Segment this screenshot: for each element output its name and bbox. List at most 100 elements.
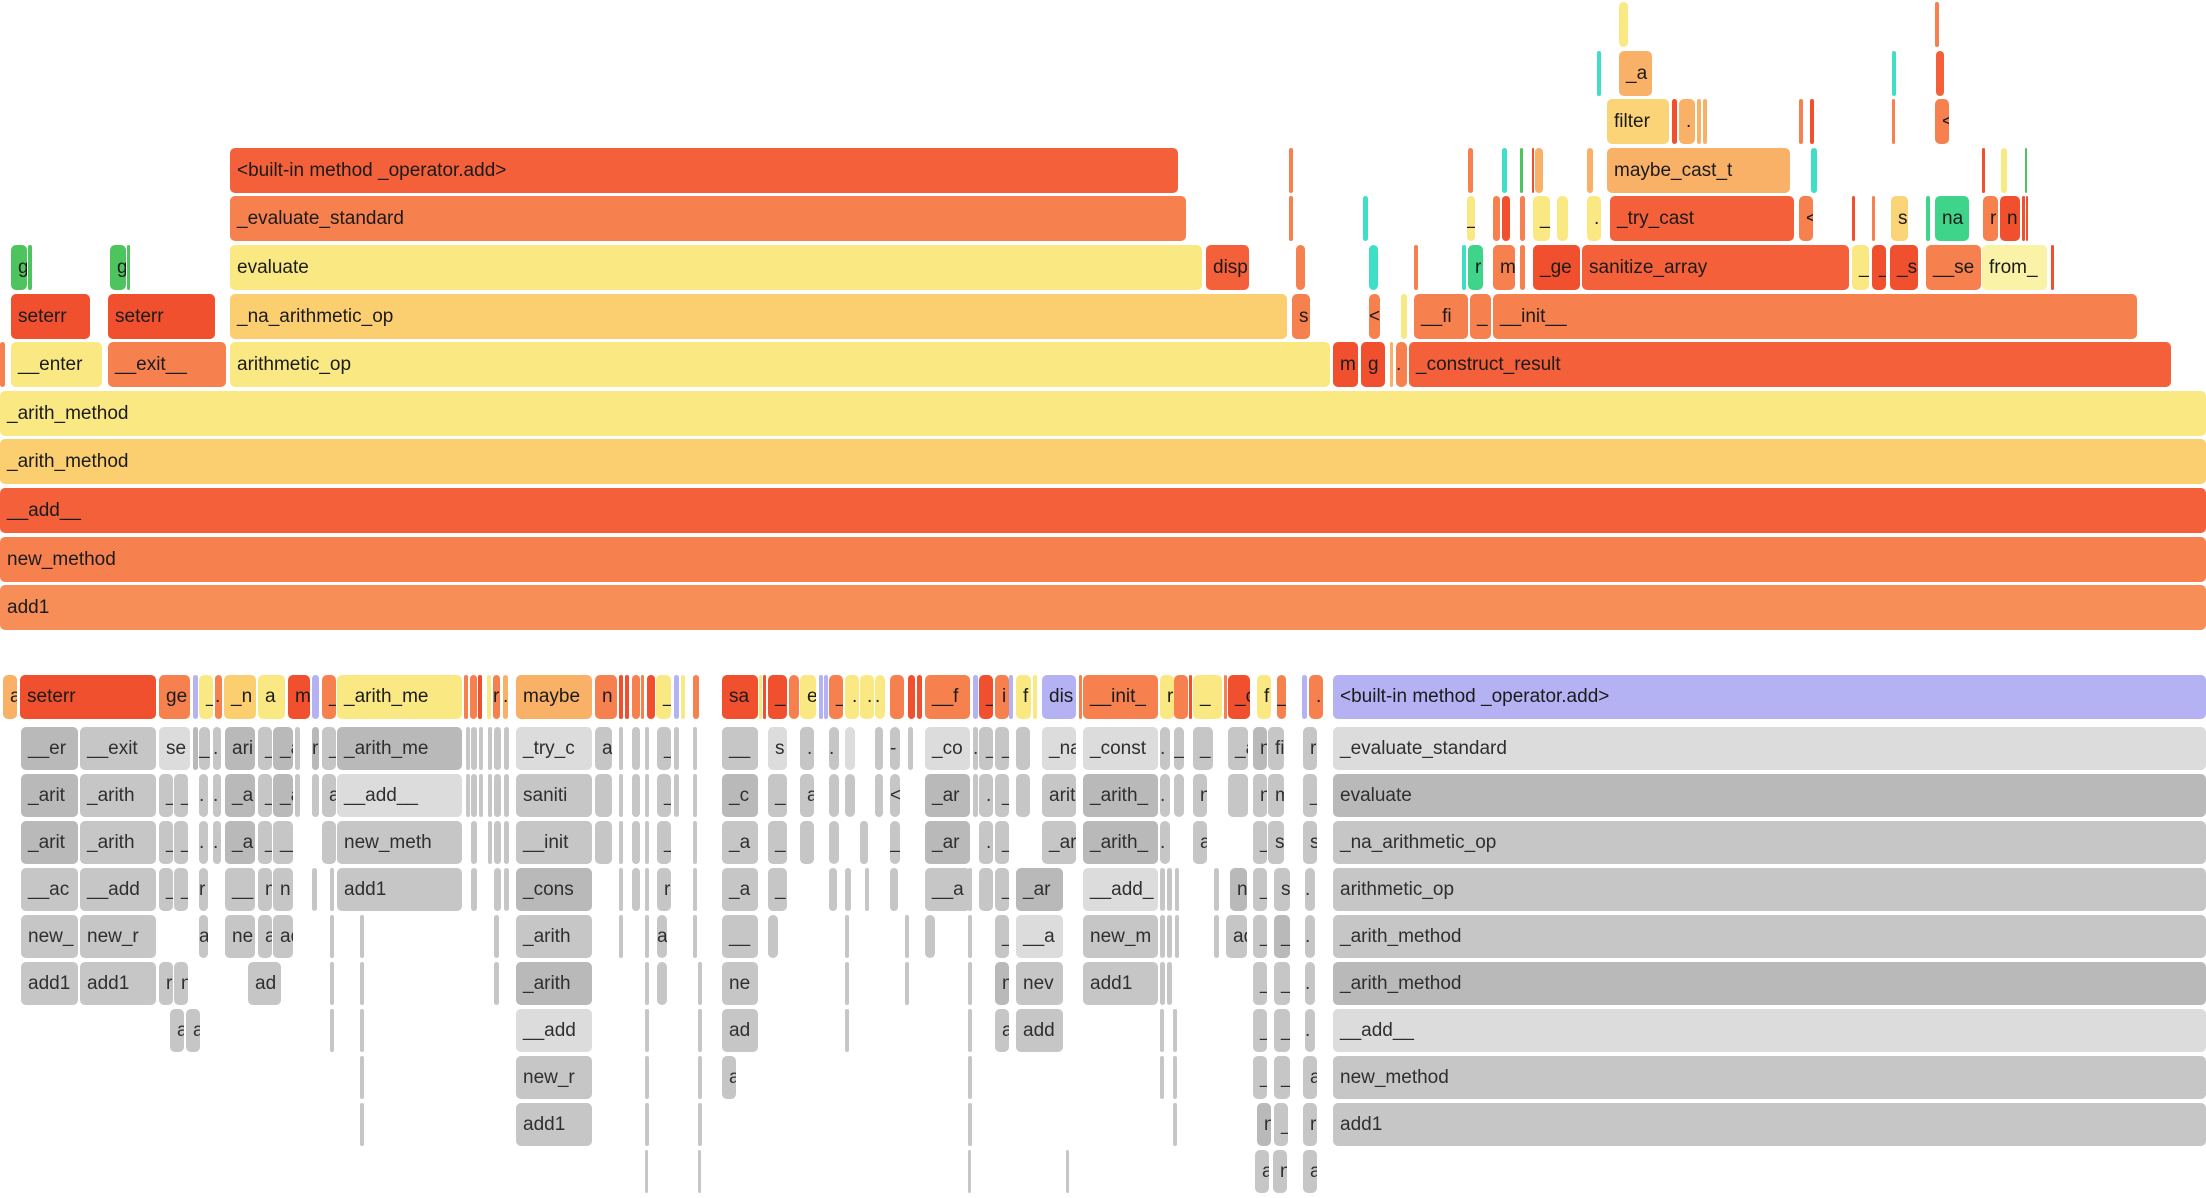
frame-sliver[interactable]: . xyxy=(1305,915,1315,958)
frame-sliver[interactable]: _ xyxy=(1253,868,1267,911)
frame-sliver[interactable] xyxy=(905,915,909,958)
frame-arith[interactable]: _arith_ xyxy=(1083,774,1158,817)
frame-sliver[interactable] xyxy=(1189,675,1192,719)
frame-sliver[interactable] xyxy=(360,915,364,958)
frame-sliver[interactable] xyxy=(645,821,649,864)
frame-sliver[interactable] xyxy=(968,915,972,958)
frame-sliver[interactable]: _ xyxy=(258,727,272,770)
frame-c[interactable]: _c xyxy=(1228,675,1250,719)
frame-sliver[interactable]: _ xyxy=(979,675,993,719)
frame-sliver[interactable] xyxy=(1401,294,1407,339)
frame-r[interactable]: r xyxy=(312,727,319,770)
frame-sliver[interactable] xyxy=(322,821,336,864)
frame-sliver[interactable]: _ xyxy=(1193,675,1222,719)
frame-sliver[interactable]: < xyxy=(1935,99,1949,144)
frame-sliver[interactable] xyxy=(193,727,198,770)
frame-sliver[interactable] xyxy=(619,727,623,770)
frame-a[interactable]: a xyxy=(800,774,814,817)
frame-sliver[interactable] xyxy=(845,915,849,958)
frame-s[interactable]: s xyxy=(1274,868,1290,911)
frame-sliver[interactable] xyxy=(488,821,492,864)
frame-n[interactable]: n xyxy=(258,868,272,911)
frame-f[interactable]: f xyxy=(1257,675,1271,719)
frame-sliver[interactable]: __ xyxy=(273,821,293,864)
frame-sliver[interactable]: _ xyxy=(174,774,188,817)
frame-sliver[interactable] xyxy=(504,821,509,864)
frame-sliver[interactable]: . xyxy=(199,821,208,864)
frame-add1[interactable]: add1 xyxy=(21,962,78,1005)
frame-sliver[interactable] xyxy=(674,675,679,719)
frame-sliver[interactable] xyxy=(800,821,814,864)
frame-sliver[interactable] xyxy=(1892,51,1896,96)
frame-sliver[interactable] xyxy=(632,868,640,911)
frame-sliver[interactable] xyxy=(759,675,762,719)
frame-sliver[interactable] xyxy=(494,774,501,817)
frame-f[interactable]: __f xyxy=(925,675,970,719)
frame-sliver[interactable]: _ xyxy=(1277,675,1286,719)
frame-s[interactable]: s xyxy=(1292,294,1310,339)
frame-sliver[interactable]: _ xyxy=(1533,196,1550,241)
frame-sliver[interactable] xyxy=(845,774,855,817)
frame-sliver[interactable] xyxy=(925,915,935,958)
frame-n[interactable]: n xyxy=(2000,196,2020,241)
frame-sliver[interactable]: . xyxy=(1679,99,1695,144)
frame-sliver[interactable] xyxy=(504,774,509,817)
frame-sliver[interactable] xyxy=(494,915,499,958)
frame-sliver[interactable] xyxy=(1214,868,1219,911)
frame-a[interactable]: a xyxy=(657,915,667,958)
frame-sliver[interactable] xyxy=(487,675,491,719)
frame-r[interactable]: r xyxy=(657,868,671,911)
frame-sliver[interactable] xyxy=(1697,99,1701,144)
frame-sliver[interactable] xyxy=(504,868,509,911)
frame-sliver[interactable]: _ xyxy=(159,868,173,911)
frame-sliver[interactable]: . xyxy=(1587,196,1601,241)
frame-sliver[interactable] xyxy=(632,821,640,864)
frame-sliver[interactable] xyxy=(674,774,679,817)
frame-na[interactable]: na xyxy=(1935,196,1969,241)
frame-sliver[interactable] xyxy=(645,1103,649,1146)
frame-sliver[interactable]: _ xyxy=(1852,245,1869,290)
frame-sliver[interactable]: _ xyxy=(1274,1103,1288,1146)
frame-sliver[interactable]: . xyxy=(1160,774,1170,817)
frame-sliver[interactable]: . xyxy=(1305,1009,1315,1052)
frame-sliver[interactable]: _ xyxy=(159,821,173,864)
frame-sliver[interactable]: _ xyxy=(199,727,210,770)
frame-sliver[interactable] xyxy=(1214,915,1219,958)
frame-sliver[interactable] xyxy=(466,727,470,770)
frame-sliver[interactable] xyxy=(1936,51,1944,96)
frame-disp[interactable]: disp xyxy=(1206,245,1249,290)
frame-add[interactable]: __add xyxy=(80,868,156,911)
frame-a[interactable]: __a xyxy=(925,868,970,911)
frame-add[interactable]: __add xyxy=(516,1009,592,1052)
frame-sliver[interactable] xyxy=(693,727,697,770)
frame-sliver[interactable] xyxy=(693,821,697,864)
frame-a[interactable]: a xyxy=(199,915,208,958)
frame-sliver[interactable]: _ xyxy=(995,821,1009,864)
frame-sliver[interactable]: _ xyxy=(159,774,173,817)
frame-sliver[interactable]: _ xyxy=(995,774,1009,817)
frame-sliver[interactable]: _ xyxy=(995,915,1009,958)
frame-sliver[interactable] xyxy=(1160,915,1165,958)
frame-n[interactable]: _n xyxy=(224,675,256,719)
frame-a[interactable]: a xyxy=(722,1056,736,1099)
frame-ge[interactable]: ge xyxy=(159,675,190,719)
frame-exit[interactable]: __exit__ xyxy=(108,342,226,387)
frame-a[interactable]: a xyxy=(258,915,272,958)
frame-sliver[interactable] xyxy=(619,675,623,719)
frame-sliver[interactable] xyxy=(488,774,492,817)
frame-sliver[interactable] xyxy=(645,962,649,1005)
frame-seterr[interactable]: seterr xyxy=(108,294,215,339)
frame-sliver[interactable] xyxy=(693,868,697,911)
frame-sliver[interactable] xyxy=(2051,245,2054,290)
frame-sliver[interactable] xyxy=(632,727,640,770)
frame-sliver[interactable] xyxy=(1160,962,1165,1005)
frame-cons[interactable]: _cons xyxy=(516,868,592,911)
frame-sliver[interactable] xyxy=(1173,1056,1177,1099)
frame-sliver[interactable] xyxy=(645,1009,649,1052)
frame-na-arithmetic-op[interactable]: _na_arithmetic_op xyxy=(230,294,1287,339)
frame-sliver[interactable] xyxy=(295,727,300,770)
frame-sliver[interactable]: _ xyxy=(995,727,1009,770)
frame-sliver[interactable]: . xyxy=(213,821,221,864)
frame-n[interactable]: n xyxy=(1273,1150,1287,1193)
frame-sliver[interactable]: _ xyxy=(657,727,671,770)
